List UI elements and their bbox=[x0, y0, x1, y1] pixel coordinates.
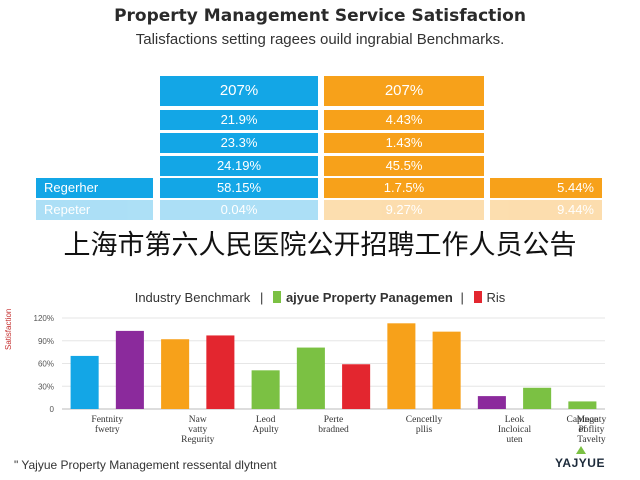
x-tick-label: Naw vatty Regurity bbox=[181, 415, 214, 445]
chart-subtitle: Talisfactions setting ragees ouild ingra… bbox=[135, 31, 505, 48]
x-tick-label: Fentnity fwetry bbox=[91, 415, 123, 435]
table-cell-orange: 45.5% bbox=[324, 156, 484, 176]
table-cell-blue: 58.15% bbox=[160, 178, 318, 198]
legend-separator: | bbox=[259, 290, 264, 305]
bar bbox=[568, 401, 597, 409]
legend-label: ajyue Property Panagemen bbox=[285, 290, 453, 305]
legend: Industry Benchmark | ajyue Property Pana… bbox=[0, 290, 640, 305]
table-row-label: Regerher bbox=[36, 178, 153, 198]
table-header-blue: 207% bbox=[160, 76, 318, 106]
footer-note: " Yajyue Property Management ressental d… bbox=[14, 458, 277, 472]
x-tick-label: Leod Apulty bbox=[252, 415, 279, 435]
bar bbox=[161, 339, 190, 409]
table-cell-right: 5.44% bbox=[490, 178, 602, 198]
table-cell-blue: 24.19% bbox=[160, 156, 318, 176]
table-cell-orange: 9.27% bbox=[324, 200, 484, 220]
bar bbox=[523, 387, 552, 409]
x-tick-label: Capinge of bbox=[567, 415, 599, 435]
table-header-orange: 207% bbox=[324, 76, 484, 106]
bar bbox=[115, 330, 144, 409]
y-tick-label: 0 bbox=[50, 405, 55, 414]
table-cell-orange: 1.43% bbox=[324, 133, 484, 153]
bar-chart: 0 30% 60% 90% 120% Fentnity fwetry Naw vatty Regu… bbox=[34, 314, 607, 445]
table-cell-blue: 0.04% bbox=[160, 200, 318, 220]
bar bbox=[70, 355, 99, 409]
bar bbox=[342, 364, 371, 409]
legend-swatch bbox=[473, 291, 482, 303]
logo-text: YAJYUE bbox=[555, 456, 605, 470]
overlay-banner: 上海市第六人民医院公开招聘工作人员公告 bbox=[0, 226, 640, 266]
y-axis-label-text: Satisfaction bbox=[4, 308, 13, 350]
y-axis-label: Satisfaction bbox=[4, 309, 18, 394]
y-tick-label: 120% bbox=[34, 314, 54, 323]
y-tick-label: 60% bbox=[38, 360, 54, 369]
x-tick-label: Perte bradned bbox=[318, 415, 349, 435]
legend-separator: | bbox=[460, 290, 464, 305]
bar bbox=[206, 335, 235, 409]
table-cell-blue: 21.9% bbox=[160, 110, 318, 130]
table-cell-right: 9.44% bbox=[490, 200, 602, 220]
table-cell-orange: 4.43% bbox=[324, 110, 484, 130]
brand-logo: YAJYUE bbox=[540, 446, 620, 470]
legend-swatch bbox=[272, 291, 281, 303]
x-tick-label: Meonty Poflity Tavelty bbox=[577, 415, 607, 445]
table-cell-orange: 1.7.5% bbox=[324, 178, 484, 198]
logo-arrow-icon bbox=[576, 446, 586, 454]
bar bbox=[432, 331, 461, 409]
bar bbox=[251, 370, 280, 409]
legend-label: Industry Benchmark bbox=[134, 290, 251, 305]
bar bbox=[477, 396, 506, 409]
table-row-label: Repeter bbox=[36, 200, 153, 220]
bar bbox=[296, 347, 325, 409]
legend-label: Ris bbox=[486, 290, 506, 305]
bar bbox=[387, 323, 416, 409]
x-tick-label: Cencetlly pllis bbox=[406, 415, 443, 435]
chart-title: Property Management Service Satisfaction bbox=[114, 6, 526, 26]
y-tick-label: 90% bbox=[38, 337, 54, 346]
y-tick-label: 30% bbox=[38, 382, 54, 391]
table-cell-blue: 23.3% bbox=[160, 133, 318, 153]
x-tick-label: Leok Incloical uten bbox=[498, 415, 532, 445]
